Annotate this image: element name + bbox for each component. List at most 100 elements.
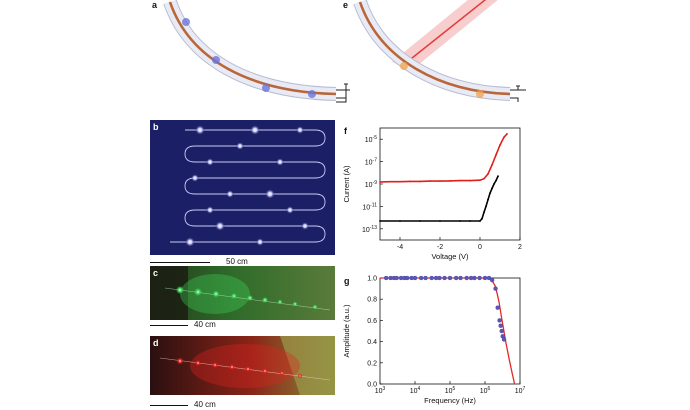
data-point [379,181,381,183]
data-point [459,220,461,222]
data-point [506,132,508,135]
chart-f-iv-curve: -4 -2 0 2 10-13 10-11 10-9 10-7 10-5 Voltage (V) C… [342,127,522,261]
scalebar-b [150,262,210,264]
data-point [495,305,500,310]
data-point [495,179,497,182]
data-point [482,275,488,281]
data-point [497,318,502,323]
data-point [485,205,487,208]
photo-c-green-emission [150,266,335,320]
data-point [499,144,501,146]
battery-symbol-e [510,85,526,102]
y-tick-label: 0.2 [367,360,377,367]
x-tick-label: 105 [445,386,456,395]
x-tick-label: -2 [437,244,443,251]
data-point [394,275,399,281]
fibre-serpentine [150,120,335,255]
data-point [423,275,428,281]
data-point [469,179,471,182]
data-point [503,136,505,139]
panel-label-f: f [344,126,347,136]
emission-spot [308,90,316,98]
data-point [472,275,477,281]
data-point [429,275,434,281]
plot-frame-g [379,277,521,385]
data-point [399,180,401,183]
data-point [459,179,461,182]
x-tick-label: 103 [375,386,386,395]
data-point [491,187,493,190]
y-tick-label: 10-9 [365,180,377,189]
emission-spot [262,84,270,92]
detection-spot [400,62,408,70]
data-point [498,323,503,328]
emission-spot [212,56,220,64]
emission-spot [182,18,190,26]
data-point [399,220,401,222]
data-point [479,220,481,222]
detection-spot [476,90,484,98]
x-tick-label: 106 [480,386,491,395]
data-point [409,180,411,183]
data-point [464,275,469,281]
panel-label-d: d [153,338,159,348]
data-point [439,180,441,183]
data-point [491,164,493,166]
panel-label-a: a [152,0,158,10]
x-tick-label: 107 [515,386,526,395]
y-axis-label-f: Current (A) [342,165,351,203]
data-point [489,192,491,195]
x-tick-label: 0 [478,244,482,251]
scalebar-label-b: 50 cm [226,257,248,266]
data-point [487,172,489,175]
data-point [499,328,504,334]
data-point [483,177,485,180]
data-point [429,180,431,183]
scalebar-label-d: 40 cm [194,400,216,409]
data-point [486,275,492,281]
data-point [384,275,389,281]
data-point [454,275,459,281]
data-point [497,175,499,178]
x-axis-label-f: Voltage (V) [431,252,469,261]
panel-label-g: g [344,276,350,286]
data-point [489,277,495,283]
data-point [479,179,481,182]
y-tick-label: 10-5 [365,135,377,144]
data-point [501,337,507,342]
fit-line [380,277,516,385]
data-point [419,275,424,281]
data-point [449,179,451,182]
data-point [442,275,447,281]
data-point [439,220,441,222]
y-tick-label: 0.8 [367,297,377,304]
fiber-core-a [168,1,337,96]
fiber-diagram-a [163,0,350,103]
data-point [477,275,482,281]
y-tick-label: 0.6 [367,318,377,325]
x-axis-label-g: Frequency (Hz) [424,396,476,405]
data-point [405,275,410,281]
data-point [379,220,381,222]
chart-g-frequency-response: 103 104 105 106 107 0.0 0.2 0.4 0.6 0.8 1.0 Frequen… [342,275,526,406]
data-point [458,275,463,281]
x-tick-label: -4 [397,244,403,251]
series-line-black [380,175,499,222]
data-point [447,275,453,281]
panel-label-c: c [153,268,159,278]
data-point [493,183,495,185]
fiber-diagram-e [353,0,526,102]
y-tick-label: 10-11 [362,202,377,211]
panel-label-e: e [343,0,349,10]
y-tick-label: 1.0 [367,276,377,283]
data-point [487,198,489,201]
plot-frame-f [379,127,521,241]
data-point [437,275,442,281]
y-tick-label: 10-7 [365,158,377,167]
laser-beam [401,0,487,67]
data-point [419,220,421,222]
photo-b-fibre-array [150,120,335,255]
data-point [412,275,418,281]
data-point [493,286,498,291]
battery-symbol-a [336,83,350,103]
